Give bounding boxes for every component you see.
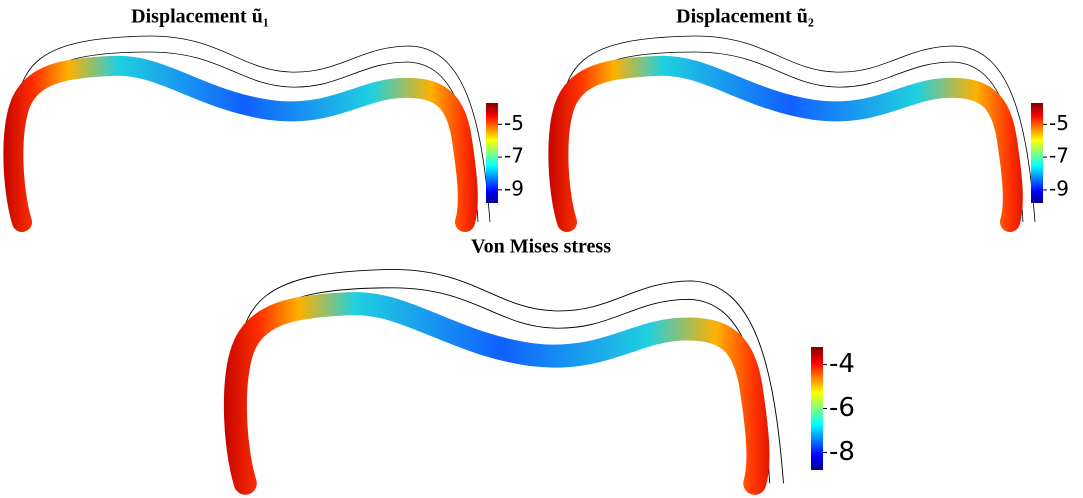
colorbar: [811, 347, 823, 470]
field: [548, 55, 1023, 232]
colorbar-tick-label: -7: [1049, 144, 1069, 168]
field-plot: [3, 35, 491, 232]
colorbar-tick-label: -9: [1049, 176, 1069, 200]
outline: [237, 268, 784, 484]
field-plot: [223, 268, 784, 495]
colorbar: [1031, 103, 1043, 203]
colorbar-tick-label: -4: [829, 349, 855, 379]
outline: [560, 35, 1036, 223]
colorbar: [486, 103, 498, 203]
colorbar-tick-label: -8: [829, 437, 855, 467]
colorbar-tick-label: -6: [829, 393, 855, 423]
panel-title: Von Mises stress: [471, 236, 611, 258]
panel-title: Displacement ũ₂: [676, 6, 814, 28]
colorbar-tick-label: -5: [504, 111, 524, 135]
field-plot: [548, 35, 1036, 232]
outline: [15, 35, 491, 223]
colorbar-tick-label: -5: [1049, 111, 1069, 135]
field: [3, 55, 478, 232]
panel-title: Displacement ũ₁: [131, 6, 269, 28]
colorbar-tick-label: -9: [504, 176, 524, 200]
field: [223, 292, 770, 495]
colorbar-tick-label: -7: [504, 144, 524, 168]
